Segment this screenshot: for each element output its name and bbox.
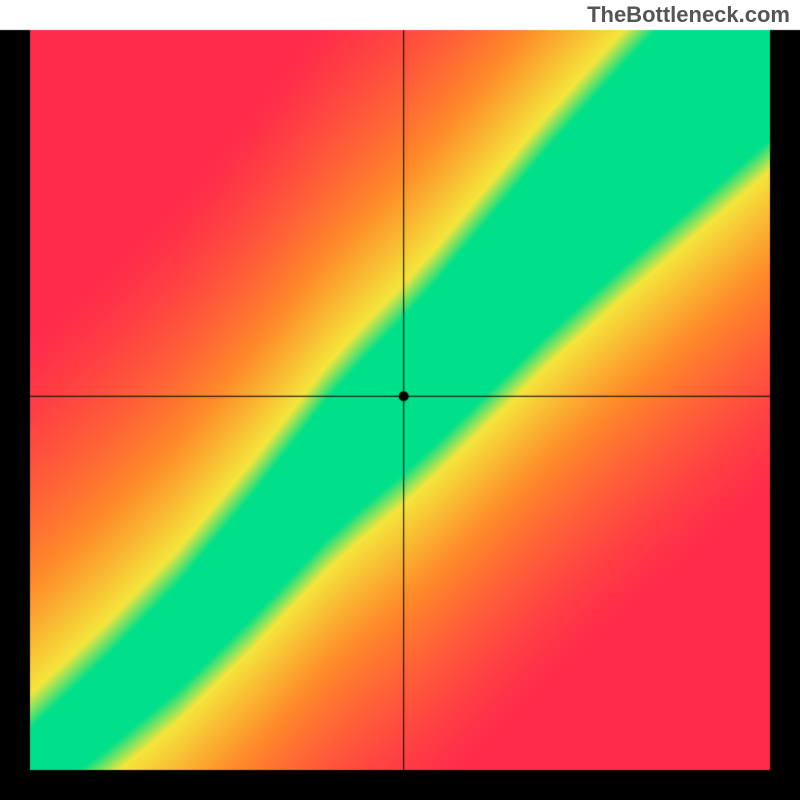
watermark-text: TheBottleneck.com: [587, 2, 790, 28]
bottleneck-heatmap: [0, 0, 800, 800]
